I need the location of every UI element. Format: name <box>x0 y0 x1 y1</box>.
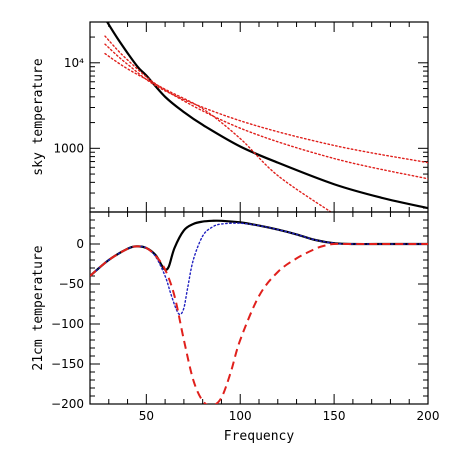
21cm-temperature-panel: 0 −50 −100 −150 −200 50 100 150 200 21cm tempera… <box>31 211 440 444</box>
sky-series-3 <box>104 52 333 212</box>
sky-series-1 <box>104 43 428 164</box>
sky-series-2 <box>104 35 428 180</box>
top-y-ticks: 1000 10⁴ <box>53 21 428 212</box>
bottom-ticks: 0 −50 −100 −150 −200 50 100 150 200 <box>51 211 440 423</box>
bottom-y-tick-label: −50 <box>59 277 84 291</box>
bottom-y-tick-label: 0 <box>76 237 84 251</box>
21cm-series-0 <box>90 219 428 277</box>
bottom-y-tick-label: −200 <box>51 397 84 411</box>
x-tick-label: 50 <box>139 409 154 423</box>
sky-temperature-panel: 1000 10⁴ sky temperature <box>31 21 429 213</box>
bottom-y-tick-label: −100 <box>51 317 84 331</box>
bottom-y-tick-label: −150 <box>51 357 84 371</box>
21cm-series-1 <box>90 222 428 316</box>
top-y-axis-label: sky temperature <box>31 58 46 176</box>
sky-series-0 <box>105 22 428 210</box>
bottom-series <box>90 219 428 404</box>
top-y-tick-label: 10⁴ <box>64 56 84 70</box>
top-series <box>104 22 428 212</box>
top-plot-frame <box>89 21 429 213</box>
bottom-plot-frame <box>89 211 429 405</box>
x-tick-label: 150 <box>323 409 346 423</box>
x-tick-label: 200 <box>417 409 440 423</box>
bottom-y-axis-label: 21cm temperature <box>31 245 46 370</box>
21cm-series-2 <box>90 242 428 404</box>
x-tick-label: 100 <box>229 409 252 423</box>
top-y-tick-label: 1000 <box>53 141 84 155</box>
x-axis-label: Frequency <box>224 429 295 444</box>
